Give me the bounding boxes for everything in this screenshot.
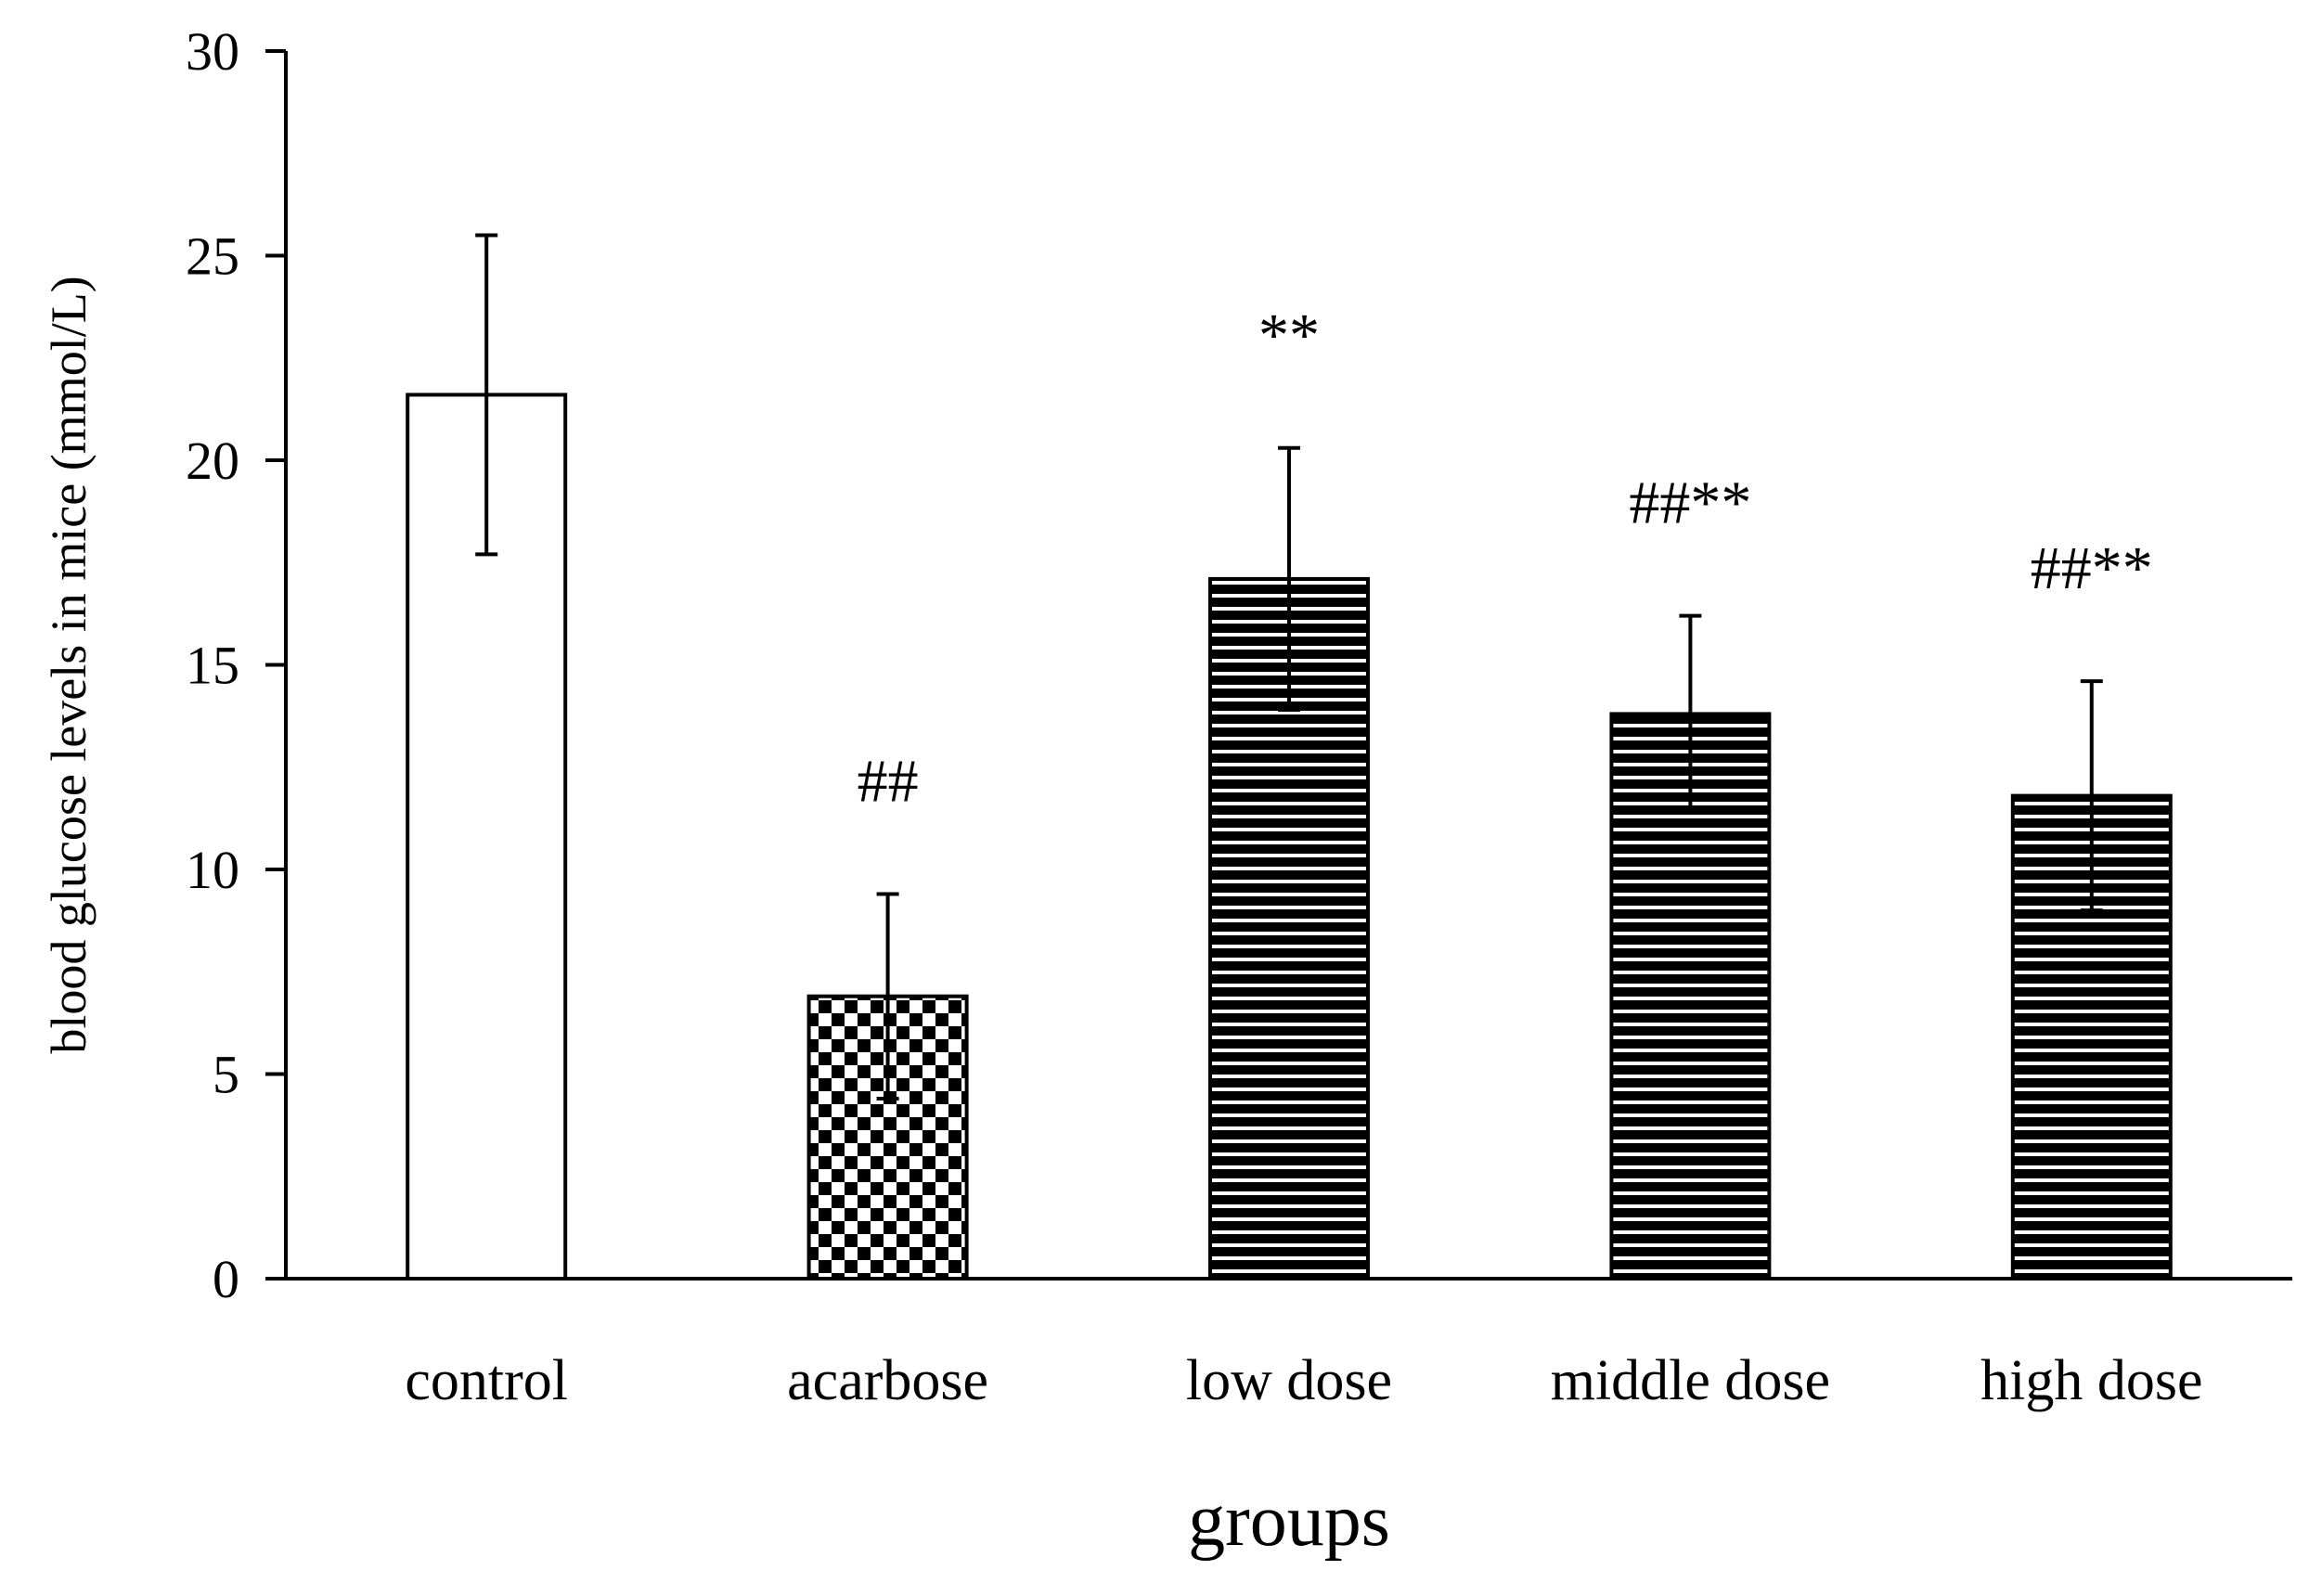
x-category-label: high dose [1980, 1349, 2202, 1412]
y-tick-label: 20 [186, 431, 239, 491]
y-tick-label: 5 [213, 1045, 239, 1105]
significance-annotations: ##**##**##** [858, 302, 2153, 816]
y-tick-label: 0 [213, 1249, 239, 1309]
significance-label: ##** [1629, 470, 1751, 537]
x-category-label: middle dose [1551, 1349, 1830, 1412]
y-tick-label: 10 [186, 840, 239, 900]
x-category-labels: control acarbose low dose middle dose high d… [405, 1349, 2202, 1412]
error-bars [475, 233, 2103, 1100]
x-category-label: acarbose [787, 1349, 988, 1412]
y-axis-title: blood glucose levels in mice (mmol/L) [41, 276, 97, 1053]
x-category-label: low dose [1186, 1349, 1392, 1412]
x-category-label: control [405, 1349, 568, 1412]
y-tick-label: 25 [186, 226, 239, 287]
x-axis-title: groups [1188, 1480, 1390, 1562]
significance-label: ** [1258, 302, 1320, 369]
significance-label: ##** [2031, 534, 2153, 602]
y-tick-label: 15 [186, 636, 239, 696]
y-ticks: 0 5 10 15 20 25 30 [186, 21, 286, 1309]
y-tick-label: 30 [186, 21, 239, 82]
significance-label: ## [858, 747, 919, 815]
